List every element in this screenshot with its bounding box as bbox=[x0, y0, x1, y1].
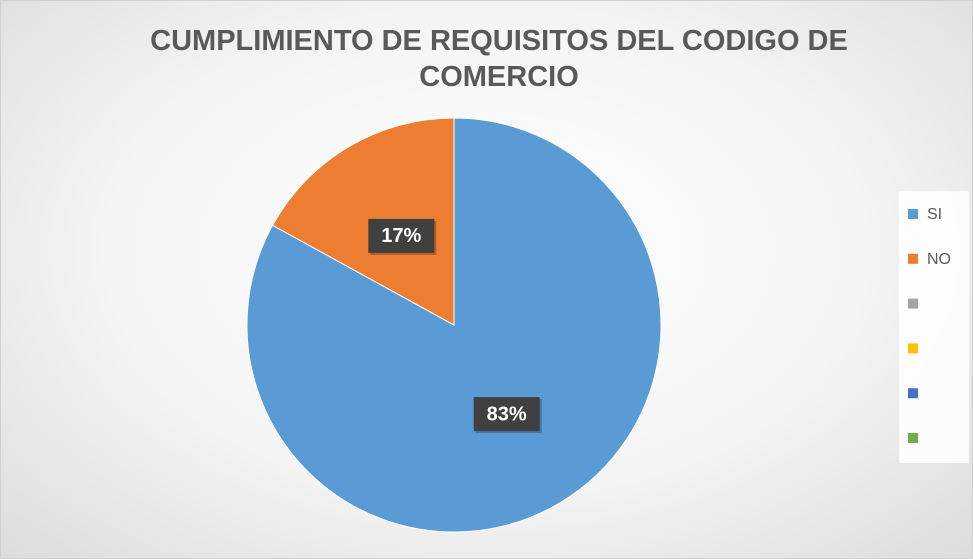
legend-label: NO bbox=[927, 251, 951, 268]
legend-box bbox=[899, 191, 969, 463]
legend-swatch bbox=[908, 253, 918, 264]
data-label: 83% bbox=[487, 403, 527, 425]
data-label: 17% bbox=[381, 225, 421, 247]
legend-swatch bbox=[908, 388, 918, 399]
data-label-box bbox=[368, 218, 435, 253]
legend-label: SI bbox=[927, 206, 942, 223]
legend-swatch bbox=[908, 209, 918, 219]
legend-swatch bbox=[908, 433, 918, 443]
data-label-box bbox=[473, 397, 540, 432]
legend-swatch bbox=[908, 343, 918, 354]
chart-title: CUMPLIMIENTO DE REQUISITOS DEL CODIGO DE… bbox=[150, 25, 848, 93]
pie-slice bbox=[271, 117, 455, 326]
legend-swatch bbox=[908, 298, 918, 309]
